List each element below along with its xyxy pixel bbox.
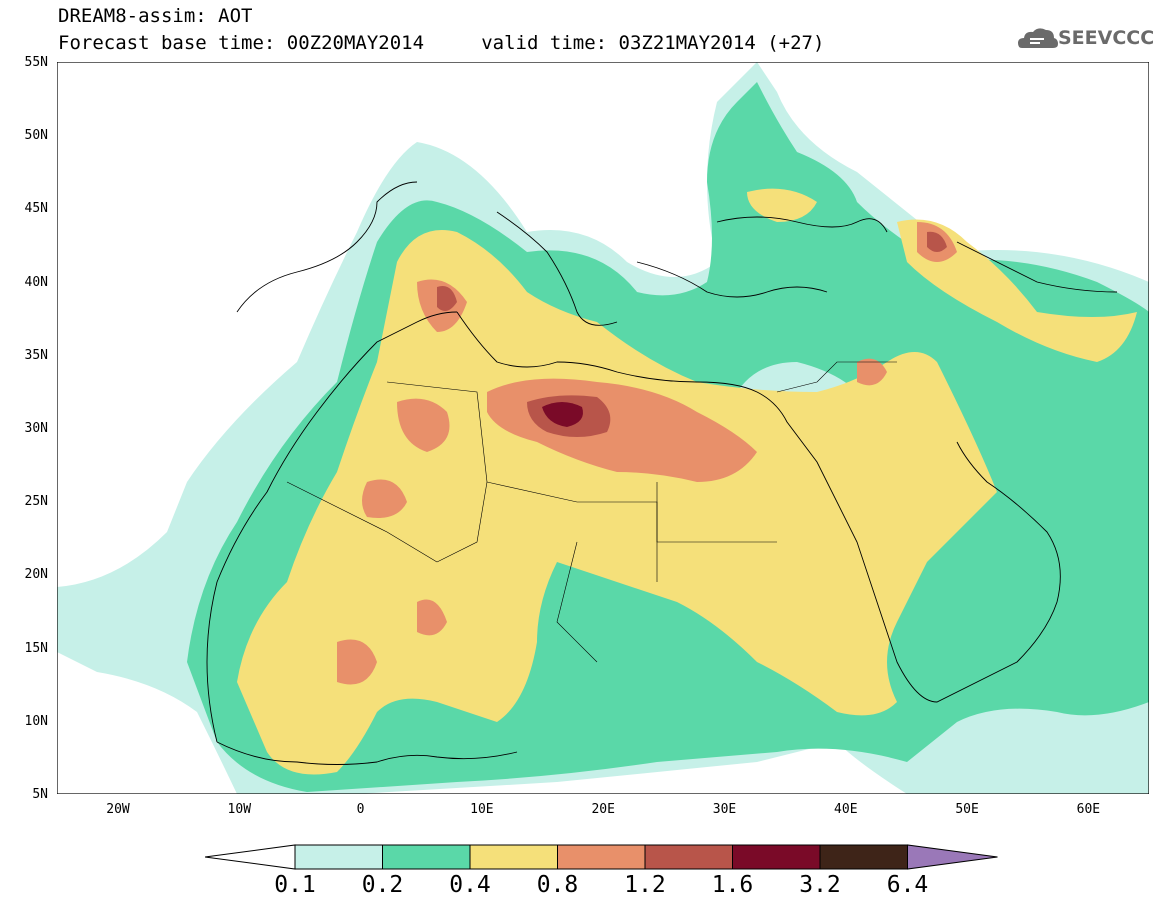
colorbar-label: 0.1 [274,872,316,898]
colorbar [205,844,998,870]
colorbar-box [557,844,646,870]
lat-label: 40N [24,274,48,290]
coastlines [206,181,1118,765]
aot-field-1.6 [542,402,583,427]
lat-label: 35N [24,347,48,363]
colorbar-under-triangle [205,844,296,870]
colorbar-box [644,844,733,870]
lon-label: 10W [227,802,252,817]
colorbar-box [469,844,558,870]
lat-label: 20N [24,567,48,583]
lon-label: 40E [834,802,858,817]
lat-label: 30N [24,421,48,436]
colorbar-label: 1.6 [711,872,754,898]
lat-label: 5N [32,787,48,802]
lon-label: 60E [1076,802,1101,817]
lat-label: 15N [24,640,48,656]
lon-label: 10E [470,802,494,817]
lon-label: 20W [106,802,130,817]
colorbar-label: 0.8 [536,872,579,898]
aot-map [57,62,1149,794]
colorbar-box [294,844,383,870]
map-title: DREAM8-assim: AOT [58,5,253,27]
lat-label: 55N [24,55,48,70]
lat-label: 50N [24,128,48,144]
colorbar-label: 3.2 [799,872,841,898]
colorbar-box [382,844,471,870]
colorbar-box [732,844,821,870]
lon-label: 20E [591,802,615,817]
lon-label: 50E [955,802,979,817]
colorbar-label: 1.2 [624,872,666,898]
colorbar-label: 0.2 [361,872,404,898]
colorbar-over-triangle [907,844,998,870]
lat-label: 25N [24,494,48,510]
lat-label: 10N [24,713,48,729]
lon-label: 30E [712,802,737,817]
cloud-icon [1018,28,1058,48]
logo-text: SEEVCCC [1058,27,1155,49]
forecast-time-subtitle: Forecast base time: 00Z20MAY2014 valid t… [58,32,825,54]
lat-label: 45N [24,201,48,217]
colorbar-label: 6.4 [886,872,929,898]
lon-label: 0 [356,802,365,817]
country-borders [286,361,897,663]
colorbar-label: 0.4 [449,872,491,898]
colorbar-box [819,844,908,870]
